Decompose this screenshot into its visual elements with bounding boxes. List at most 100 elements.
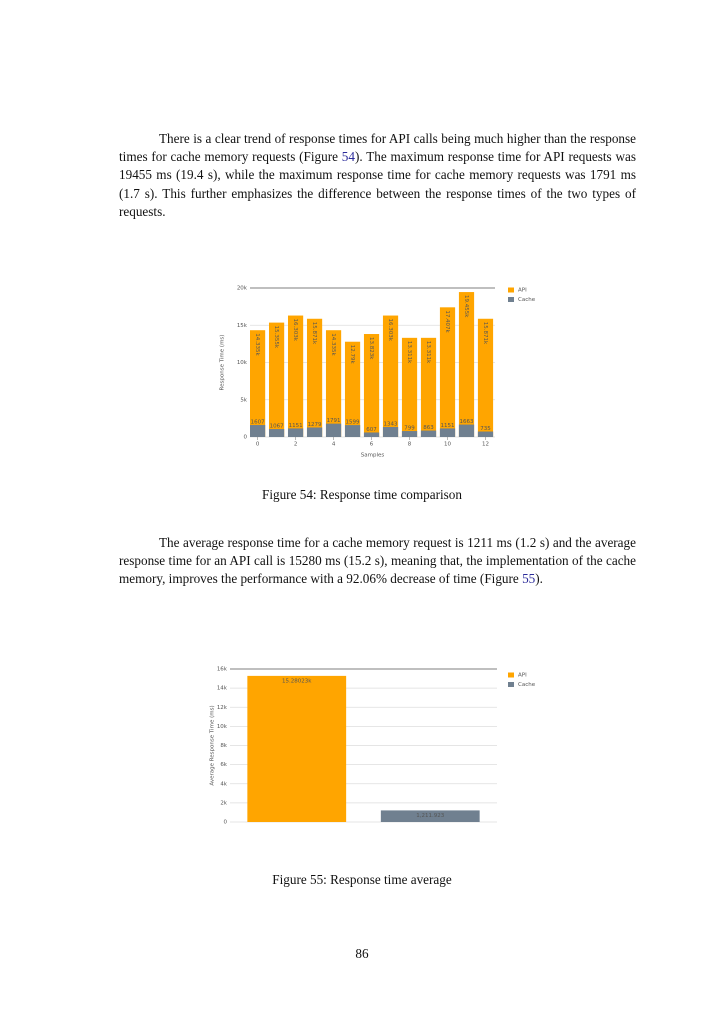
figure-caption: Figure 55: Response time average: [272, 872, 452, 887]
bar: [363, 334, 380, 437]
x-tick-label: 8: [408, 442, 412, 448]
legend-label: API: [518, 288, 527, 294]
value-label: 15.355k: [273, 326, 279, 349]
value-label: 607: [366, 427, 377, 433]
y-tick-label: 2k: [220, 800, 227, 806]
bar: [325, 330, 342, 437]
bar: [344, 425, 361, 437]
bar: [458, 292, 475, 437]
bar: [420, 337, 437, 437]
paragraph: There is a clear trend of response times…: [119, 130, 636, 221]
y-tick-label: 16k: [217, 667, 228, 673]
value-label: 735: [480, 426, 491, 432]
y-tick-label: 0: [224, 820, 228, 826]
legend-swatch: [508, 672, 514, 678]
text: ). The maximum response time for API req…: [119, 149, 637, 219]
value-label: 15.871k: [311, 322, 317, 345]
text: The average response time for a cache me…: [119, 535, 636, 587]
bar: [439, 428, 456, 437]
value-label: 1151: [441, 423, 455, 429]
value-label: 1279: [308, 422, 322, 428]
value-label: 13.311k: [425, 341, 431, 364]
value-label: 863: [423, 425, 434, 431]
bar: [250, 425, 266, 437]
x-tick-label: 6: [370, 442, 374, 448]
bar: [458, 424, 475, 437]
paragraph: The average response time for a cache me…: [119, 534, 636, 589]
value-label: 15.28023k: [282, 678, 312, 684]
legend-label: Cache: [518, 682, 536, 688]
figure-caption: Figure 54: Response time comparison: [262, 487, 462, 502]
value-label: 799: [404, 426, 415, 432]
legend-swatch: [508, 287, 514, 293]
legend-swatch: [508, 682, 514, 687]
value-label: 16.303k: [292, 319, 298, 342]
value-label: 1343: [384, 421, 398, 427]
y-tick-label: 8k: [220, 743, 227, 749]
bar: [382, 426, 399, 437]
value-label: 1151: [289, 423, 303, 429]
bar: [247, 675, 347, 822]
bar: [380, 810, 480, 822]
bar: [401, 431, 418, 437]
x-tick-label: 0: [256, 442, 260, 448]
bar: [268, 429, 285, 437]
bar: [477, 431, 494, 437]
legend-label: Cache: [518, 297, 536, 303]
bar: [401, 337, 418, 437]
bar: [344, 341, 361, 437]
value-label: 13.311k: [406, 341, 412, 364]
y-tick-label: 14k: [217, 686, 228, 692]
text: There is a clear trend of response times…: [119, 131, 636, 165]
bar: [477, 318, 494, 437]
legend-swatch: [508, 297, 514, 302]
page-number: 86: [355, 946, 369, 961]
value-label: 16.303k: [387, 319, 393, 342]
value-label: 1599: [346, 420, 360, 426]
bar: [287, 428, 304, 437]
value-label: 1663: [460, 419, 474, 425]
bar: [306, 318, 323, 437]
text: ).: [535, 571, 543, 587]
value-label: 1,211.923: [416, 813, 444, 819]
x-tick-label: 2: [294, 442, 298, 448]
y-tick-label: 5k: [240, 397, 247, 403]
value-label: 19.455k: [463, 295, 469, 318]
legend-label: API: [518, 673, 527, 679]
value-label: 15.871k: [482, 322, 488, 345]
bar: [420, 430, 437, 437]
value-label: 1607: [251, 420, 265, 426]
y-axis-label: Average Response Time (ms): [210, 705, 216, 785]
bar: [382, 315, 399, 437]
value-label: 12.79k: [349, 345, 355, 365]
value-label: 13.823k: [368, 337, 374, 360]
y-tick-label: 10k: [237, 360, 248, 366]
bar: [250, 330, 266, 437]
y-tick-label: 20k: [237, 286, 248, 292]
x-tick-label: 10: [444, 442, 451, 448]
bar: [306, 427, 323, 437]
y-tick-label: 10k: [217, 724, 228, 730]
value-label: 17.407k: [444, 310, 450, 333]
y-tick-label: 12k: [217, 705, 228, 711]
y-tick-label: 15k: [237, 323, 248, 329]
x-axis-label: Samples: [361, 453, 385, 459]
x-tick-label: 4: [332, 442, 336, 448]
figure-reference[interactable]: 55: [522, 571, 536, 587]
bar: [287, 315, 304, 437]
value-label: 14.335k: [330, 333, 336, 356]
value-label: 1791: [327, 418, 341, 424]
bar: [325, 423, 342, 437]
y-tick-label: 4k: [220, 781, 227, 787]
y-tick-label: 6k: [220, 762, 227, 768]
bar: [363, 432, 380, 437]
figure-reference[interactable]: 54: [341, 149, 355, 165]
x-tick-label: 12: [482, 442, 489, 448]
bar: [268, 322, 285, 437]
y-tick-label: 0: [244, 435, 248, 441]
value-label: 1067: [270, 424, 284, 430]
y-axis-label: Response Time (ms): [220, 335, 226, 391]
bar: [439, 307, 456, 437]
